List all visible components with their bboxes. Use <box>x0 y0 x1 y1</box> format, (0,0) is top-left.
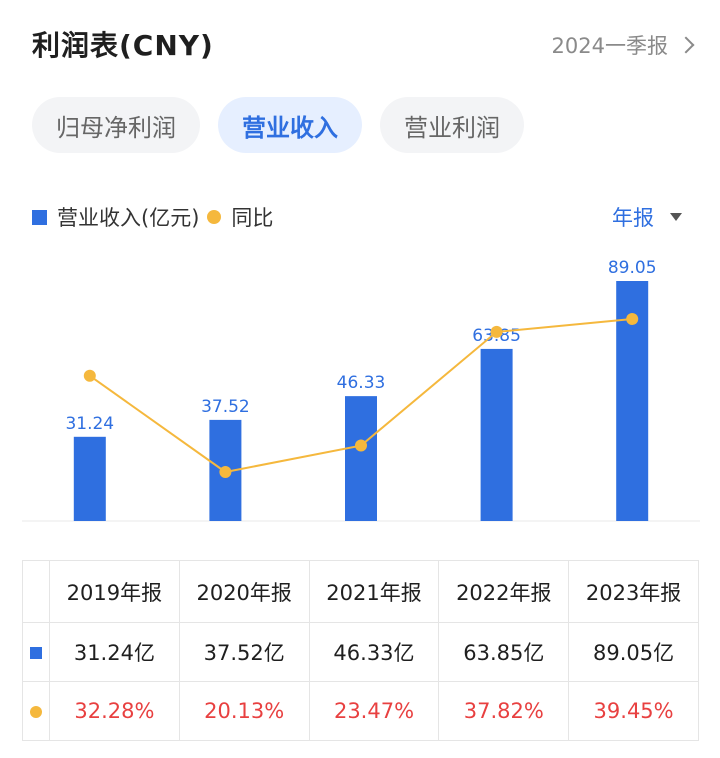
line-legend-label: 同比 <box>231 206 274 230</box>
table-cell: 32.28% <box>49 681 180 741</box>
bar-value-label: 89.05 <box>608 258 657 278</box>
table-cell: 37.82% <box>438 681 570 741</box>
yoy-point <box>219 466 232 478</box>
bar <box>345 396 377 521</box>
bar-marker-icon <box>30 647 42 659</box>
bar <box>480 348 513 521</box>
data-table: 2019年报 2020年报 2021年报 2022年报 2023年报 31.24… <box>22 560 699 741</box>
triangle-down-icon <box>670 213 682 221</box>
yoy-marker-cell <box>22 681 50 741</box>
page-title: 利润表(CNY) <box>32 29 214 62</box>
table-cell: 31.24亿 <box>49 622 180 682</box>
table-header-cell: 2023年报 <box>568 560 699 623</box>
table-cell: 20.13% <box>178 681 310 741</box>
table-header-row: 2019年报 2020年报 2021年报 2022年报 2023年报 <box>22 560 699 623</box>
yoy-point <box>626 313 639 325</box>
table-row-revenue: 31.24亿 37.52亿 46.33亿 63.85亿 89.05亿 <box>22 622 699 682</box>
tab-operating-profit[interactable]: 营业利润 <box>380 97 524 153</box>
metric-tabs: 归母净利润 营业收入 营业利润 <box>32 97 524 153</box>
table-header-cell: 2022年报 <box>438 560 570 623</box>
chevron-right-icon <box>677 36 695 54</box>
period-selector[interactable]: 2024一季报 <box>551 30 695 60</box>
table-header-cell: 2020年报 <box>178 560 310 623</box>
yoy-point <box>355 439 367 452</box>
bar-value-label: 46.33 <box>337 373 386 393</box>
table-header-cell: 2019年报 <box>49 560 180 623</box>
table-cell: 37.52亿 <box>178 622 310 682</box>
chart-legend: 营业收入(亿元) 同比 <box>32 202 273 232</box>
revenue-marker-cell <box>22 622 50 682</box>
table-cell: 46.33亿 <box>308 622 440 682</box>
tab-revenue[interactable]: 营业收入 <box>218 97 362 153</box>
table-cell: 89.05亿 <box>568 622 699 682</box>
table-row-yoy: 32.28% 20.13% 23.47% 37.82% 39.45% <box>22 681 699 741</box>
header: 利润表(CNY) 2024一季报 <box>32 22 695 66</box>
table-header-cell: 2021年报 <box>308 560 440 623</box>
yoy-point <box>490 325 503 338</box>
table-cell: 63.85亿 <box>438 622 570 682</box>
report-type-label: 年报 <box>612 206 654 230</box>
table-cell: 23.47% <box>308 681 440 741</box>
bar-value-label: 37.52 <box>201 397 250 417</box>
report-type-dropdown[interactable]: 年报 <box>612 202 682 232</box>
bar-legend-swatch <box>32 209 47 225</box>
table-cell: 39.45% <box>568 681 699 741</box>
dot-marker-icon <box>30 706 42 718</box>
line-legend-swatch <box>207 210 222 224</box>
bar-legend-label: 营业收入(亿元) <box>57 206 200 230</box>
tab-net-profit[interactable]: 归母净利润 <box>32 97 200 153</box>
period-label: 2024一季报 <box>551 34 668 58</box>
bar-value-label: 31.24 <box>65 414 114 434</box>
bar <box>73 436 106 521</box>
yoy-point <box>83 369 96 382</box>
corner-cell <box>22 560 50 623</box>
